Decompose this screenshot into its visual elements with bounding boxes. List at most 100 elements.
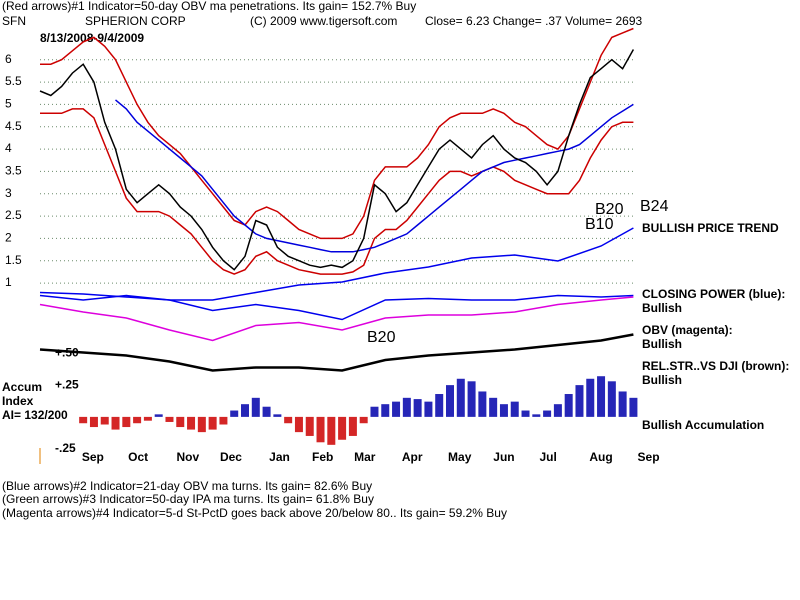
annotation: B20 <box>367 329 396 346</box>
y-tick-label: 4 <box>5 141 12 155</box>
accum-bar <box>208 416 217 430</box>
series-label: CLOSING POWER (blue): <box>642 287 785 301</box>
series-line <box>40 27 634 240</box>
x-tick-label: Sep <box>82 450 104 464</box>
panel-title: AI= 132/200 <box>2 408 68 422</box>
series-line <box>115 99 634 253</box>
ticker: SFN <box>2 14 26 28</box>
y-tick-label: 6 <box>5 52 12 66</box>
y-tick-label: 3 <box>5 186 12 200</box>
series-line <box>39 227 634 301</box>
accum-bar <box>133 416 142 424</box>
annotation: B10 <box>585 216 614 233</box>
x-tick-label: Oct <box>128 450 148 464</box>
accum-bar <box>607 381 616 417</box>
accum-bar <box>327 416 336 445</box>
accum-bar <box>456 378 465 417</box>
accum-bar <box>79 416 88 424</box>
company: SPHERION CORP <box>85 14 186 28</box>
accum-bar <box>402 397 411 417</box>
accum-bar <box>89 416 98 428</box>
accum-bar <box>618 391 627 417</box>
accum-bar <box>251 397 260 417</box>
y-tick-label: 5.5 <box>5 74 22 88</box>
accum-bar <box>575 385 584 417</box>
accum-bar <box>230 410 239 417</box>
accum-bar <box>597 376 606 417</box>
annotation: B20 <box>595 201 624 218</box>
y-tick-label: 2 <box>5 231 12 245</box>
accum-bar <box>294 416 303 433</box>
y-tick-label: 1.5 <box>5 253 22 267</box>
accum-bar <box>187 416 196 430</box>
y-tick-label: -.25 <box>55 441 76 455</box>
header-line: (Red arrows)#1 Indicator=50-day OBV ma p… <box>2 0 416 13</box>
series-label: OBV (magenta): <box>642 323 733 337</box>
accum-bar <box>489 397 498 417</box>
accum-bar <box>435 394 444 417</box>
accum-bar <box>510 401 519 417</box>
copyright: (C) 2009 www.tigersoft.com <box>250 14 397 28</box>
series-line <box>39 333 634 372</box>
accum-bar <box>284 416 293 424</box>
series-label: REL.STR..VS DJI (brown): <box>642 359 789 373</box>
accum-bar <box>532 414 541 417</box>
series-status: Bullish <box>642 301 682 315</box>
accum-bar <box>338 416 347 440</box>
annotation: B24 <box>640 198 669 215</box>
x-tick-label: Sep <box>638 450 660 464</box>
accum-bar <box>348 416 357 436</box>
series-line <box>39 296 634 342</box>
x-tick-label: Jun <box>493 450 514 464</box>
accum-bar <box>424 401 433 417</box>
accum-bar <box>262 406 271 417</box>
panel-title: Index <box>2 394 34 408</box>
accum-bar <box>543 410 552 417</box>
y-tick-label: 5 <box>5 97 12 111</box>
accum-bar <box>499 404 508 417</box>
accum-bar <box>219 416 228 425</box>
y-tick-label: 2.5 <box>5 208 22 222</box>
accum-bar <box>564 394 573 417</box>
accum-bar <box>553 404 562 417</box>
y-tick-label: +.50 <box>55 346 79 360</box>
accum-bar <box>176 416 185 428</box>
y-tick-label: 4.5 <box>5 119 22 133</box>
accum-bar <box>392 401 401 417</box>
x-tick-label: Mar <box>354 450 376 464</box>
series-line <box>40 108 634 275</box>
accum-bar <box>521 410 530 417</box>
series-status: Bullish <box>642 373 682 387</box>
series-line <box>39 294 634 321</box>
quote: Close= 6.23 Change= .37 Volume= 2693 <box>425 14 642 28</box>
accum-bar <box>370 406 379 417</box>
accum-bar <box>467 381 476 417</box>
footer-line: (Blue arrows)#2 Indicator=21-day OBV ma … <box>2 479 372 493</box>
accum-bar <box>154 414 163 417</box>
accum-bar <box>197 416 206 433</box>
accum-bar <box>305 416 314 436</box>
series-label: BULLISH PRICE TREND <box>642 221 779 235</box>
accum-bar <box>413 399 422 417</box>
x-tick-label: Jan <box>269 450 290 464</box>
accum-bar <box>586 378 595 417</box>
accum-bar <box>359 416 368 424</box>
footer-line: (Magenta arrows)#4 Indicator=5-d St-PctD… <box>2 506 507 520</box>
accum-bar <box>165 416 174 422</box>
accum-bar <box>629 397 638 417</box>
x-tick-label: May <box>448 450 472 464</box>
accum-bar <box>241 404 249 417</box>
x-tick-label: Dec <box>220 450 242 464</box>
series-line <box>39 49 635 271</box>
x-tick-label: Nov <box>176 450 199 464</box>
x-tick-label: Jul <box>540 450 557 464</box>
x-tick-label: Apr <box>402 450 423 464</box>
y-tick-label: +.25 <box>55 377 79 391</box>
x-tick-label: Feb <box>312 450 333 464</box>
accum-bar <box>446 385 454 417</box>
accum-bar <box>111 416 120 430</box>
accum-bar <box>316 416 325 443</box>
y-tick-label: 1 <box>5 275 12 289</box>
accum-bar <box>478 391 487 417</box>
